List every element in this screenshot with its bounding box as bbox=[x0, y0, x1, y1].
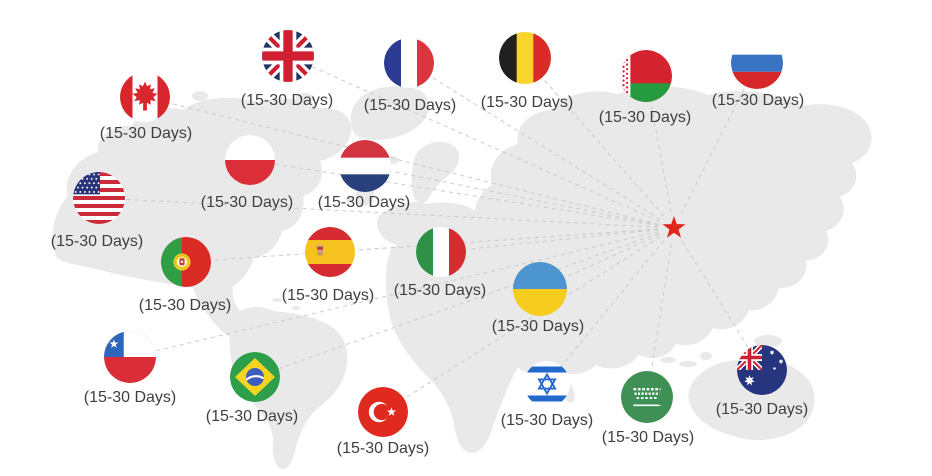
flag-gb-icon bbox=[262, 30, 314, 82]
shipping-time-label-br: (15-30 Days) bbox=[205, 408, 299, 425]
shipping-time-label-be: (15-30 Days) bbox=[480, 94, 574, 111]
route-line-il bbox=[546, 240, 665, 385]
shipping-route-dashed-lines bbox=[98, 55, 763, 413]
origin-star-icon bbox=[662, 216, 686, 238]
route-line-fr bbox=[408, 62, 661, 220]
flag-by-icon bbox=[620, 50, 672, 102]
route-line-pt bbox=[185, 228, 659, 263]
route-line-be bbox=[524, 57, 664, 217]
flag-pl-icon bbox=[225, 135, 275, 185]
route-line-au bbox=[682, 241, 763, 371]
flag-pt-icon bbox=[161, 237, 211, 287]
shipping-time-label-pl: (15-30 Days) bbox=[200, 194, 294, 211]
flag-es-icon bbox=[305, 227, 355, 277]
route-line-es bbox=[329, 228, 659, 253]
route-line-cl bbox=[129, 231, 659, 358]
flag-ua-icon bbox=[513, 262, 567, 316]
shipping-time-label-it: (15-30 Days) bbox=[393, 282, 487, 299]
shipping-time-label-gb: (15-30 Days) bbox=[240, 92, 334, 109]
shipping-time-label-ru: (15-30 Days) bbox=[711, 92, 805, 109]
flag-br-icon bbox=[230, 352, 280, 402]
route-line-gb bbox=[287, 55, 660, 222]
flag-ca-icon bbox=[120, 72, 170, 122]
shipping-time-label-cl: (15-30 Days) bbox=[83, 389, 177, 406]
route-line-pl bbox=[249, 159, 659, 226]
route-line-ca bbox=[144, 96, 659, 225]
flag-sa-icon bbox=[621, 371, 673, 423]
shipping-time-label-fr: (15-30 Days) bbox=[363, 97, 457, 114]
flag-fr-icon bbox=[384, 38, 434, 88]
route-line-us bbox=[98, 197, 659, 228]
flag-nl-icon bbox=[339, 140, 391, 192]
flag-be-icon bbox=[499, 32, 551, 84]
shipping-time-label-by: (15-30 Days) bbox=[598, 109, 692, 126]
shipping-time-label-ca: (15-30 Days) bbox=[99, 125, 193, 142]
shipping-time-label-ua: (15-30 Days) bbox=[491, 318, 585, 335]
shipping-time-label-pt: (15-30 Days) bbox=[138, 297, 232, 314]
shipping-time-label-nl: (15-30 Days) bbox=[317, 194, 411, 211]
flag-us-icon bbox=[73, 172, 125, 224]
shipping-time-label-tr: (15-30 Days) bbox=[336, 440, 430, 457]
flag-il-icon bbox=[524, 361, 570, 407]
shipping-time-label-au: (15-30 Days) bbox=[715, 401, 809, 418]
route-line-nl bbox=[364, 165, 659, 226]
flag-ru-icon bbox=[731, 37, 783, 89]
flag-tr-icon bbox=[358, 387, 408, 437]
shipping-time-label-il: (15-30 Days) bbox=[500, 412, 594, 429]
shipping-time-label-es: (15-30 Days) bbox=[281, 287, 375, 304]
flag-it-icon bbox=[416, 227, 466, 277]
shipping-time-label-sa: (15-30 Days) bbox=[601, 429, 695, 446]
shipping-time-label-us: (15-30 Days) bbox=[50, 233, 144, 250]
flag-au-icon bbox=[737, 345, 787, 395]
route-line-tr bbox=[382, 236, 661, 413]
route-line-ua bbox=[539, 234, 660, 290]
flag-cl-icon bbox=[104, 331, 156, 383]
